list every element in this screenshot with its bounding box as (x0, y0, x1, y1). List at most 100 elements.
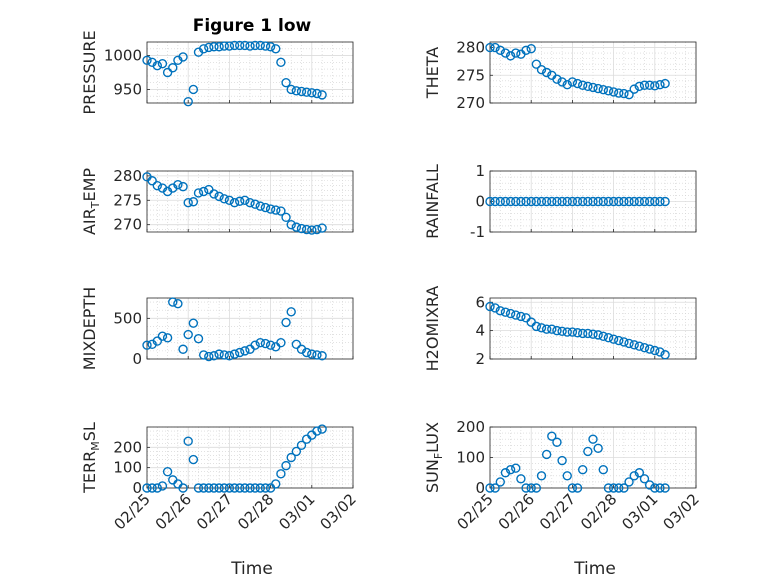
data-point (234, 40, 245, 51)
data-point (536, 196, 547, 207)
data-point (286, 84, 296, 95)
data-point (224, 195, 235, 205)
data-point (301, 347, 312, 358)
data-point (229, 198, 240, 208)
data-point (562, 79, 572, 90)
data-point (301, 224, 312, 235)
data-point (291, 339, 302, 350)
data-point (296, 223, 307, 234)
data-point (557, 196, 567, 207)
data-point (557, 455, 567, 466)
y-tick-label: 1000 (104, 47, 142, 65)
data-point (250, 483, 260, 493)
y-tick-label: 275 (456, 66, 485, 84)
data-point (214, 191, 224, 202)
data-point (583, 81, 593, 92)
data-point (547, 431, 557, 441)
data-point (619, 483, 629, 493)
data-point (198, 44, 209, 54)
data-point (578, 196, 588, 207)
data-point (557, 77, 567, 87)
data-point (572, 196, 583, 207)
data-point (660, 350, 670, 360)
axes-1: 950 1000 PRESSURE (80, 30, 354, 115)
data-point (188, 84, 199, 95)
data-point (614, 483, 624, 493)
data-point (552, 325, 562, 336)
data-point (655, 347, 665, 357)
data-point (562, 471, 572, 481)
data-point (307, 349, 317, 359)
data-point (157, 58, 168, 69)
data-point (639, 342, 650, 353)
data-point (240, 483, 250, 493)
x-tick-label: 02/27 (193, 490, 236, 533)
data-point (495, 45, 505, 56)
data-point (634, 196, 645, 207)
data-point (142, 340, 152, 350)
data-point (276, 206, 286, 216)
data-point (317, 424, 327, 434)
data-point (603, 86, 614, 96)
y-tick-label: 275 (113, 191, 142, 209)
data-point (250, 40, 260, 51)
data-point (214, 349, 224, 359)
x-tick-label: 02/28 (234, 490, 277, 533)
x-tick-label: 03/02 (660, 490, 703, 533)
y-tick-label: 280 (113, 167, 142, 185)
data-point (505, 196, 516, 207)
x-tick-label: 03/01 (275, 490, 318, 533)
axes-4: -1 0 1 RAINFALL (423, 162, 697, 241)
data-point (183, 96, 193, 107)
data-point (173, 298, 183, 309)
data-point (240, 195, 250, 205)
data-point (286, 307, 296, 317)
data-point (552, 437, 562, 447)
data-point (204, 351, 214, 362)
data-point (317, 90, 327, 100)
data-point (255, 201, 265, 211)
data-point (521, 483, 531, 493)
data-point (265, 42, 276, 52)
data-point (650, 483, 660, 493)
data-point (260, 483, 271, 493)
data-point (485, 301, 495, 312)
data-point (639, 196, 650, 207)
data-point (603, 333, 614, 343)
data-point (250, 340, 260, 350)
data-point (219, 41, 229, 51)
data-point (547, 196, 557, 207)
axes-5: 0 500 MIXDEPTH (80, 287, 354, 370)
data-point (265, 204, 276, 214)
data-point (567, 196, 578, 207)
data-point (255, 338, 265, 348)
data-point (214, 42, 224, 52)
data-point (234, 347, 245, 358)
data-point (531, 483, 542, 493)
y-tick-label: 950 (113, 80, 142, 98)
data-point (634, 468, 645, 478)
data-point (188, 197, 199, 207)
data-point (650, 81, 660, 91)
data-point (286, 219, 296, 230)
data-point (624, 196, 634, 207)
data-point (572, 328, 583, 338)
data-point (588, 329, 598, 339)
data-point (650, 345, 660, 356)
data-point (142, 55, 152, 65)
data-point (490, 42, 500, 53)
data-point (644, 480, 655, 490)
data-point (593, 443, 603, 454)
data-point (516, 474, 526, 484)
data-point (608, 87, 619, 97)
data-point (578, 80, 588, 90)
data-point (147, 176, 157, 186)
data-point (198, 350, 209, 360)
y-tick-label: 100 (113, 459, 142, 477)
data-point (178, 344, 188, 354)
data-point (291, 86, 302, 96)
data-point (281, 317, 291, 328)
axes-3: 270 275 280 AIRTEMP (80, 167, 354, 235)
data-point (245, 198, 255, 208)
data-point (152, 61, 163, 71)
